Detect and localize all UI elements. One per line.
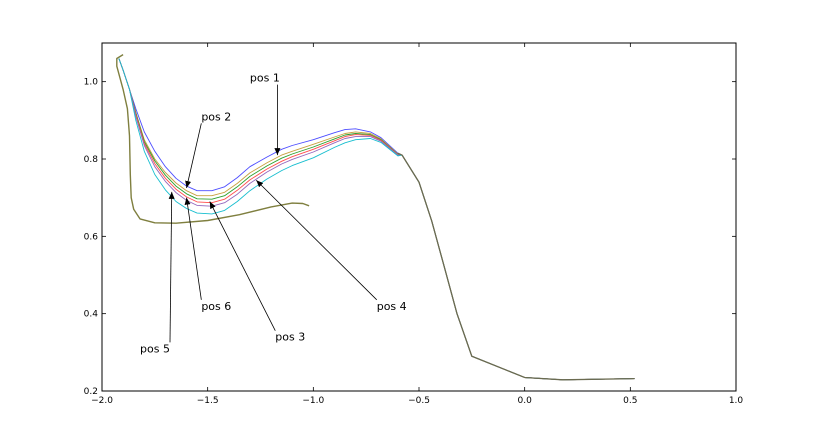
- x-tick-label: −2.0: [91, 396, 113, 406]
- y-tick-label: 0.4: [84, 310, 99, 320]
- annotation-label-1: pos 1: [250, 72, 280, 85]
- y-tick-label: 0.8: [84, 155, 99, 165]
- x-tick-label: −0.5: [408, 396, 430, 406]
- annotation-arrow-2: [185, 123, 202, 189]
- x-tick-label: 0.5: [623, 396, 637, 406]
- annotation-arrow-3: [209, 201, 276, 331]
- annotation-arrow-6: [184, 197, 202, 300]
- series-layer: [116, 54, 635, 381]
- x-tick-label: 1.0: [729, 396, 744, 406]
- y-tick-label: 0.6: [84, 232, 99, 242]
- y-tick-label: 1.0: [84, 78, 99, 88]
- x-tick-label: 0.0: [518, 396, 533, 406]
- annotation-arrow-5: [168, 191, 175, 343]
- plot-area: [101, 42, 737, 392]
- y-tick-label: 0.2: [84, 387, 98, 397]
- x-tick-label: −1.5: [197, 396, 219, 406]
- series-line-7: [116, 54, 310, 224]
- series-shared-tail: [397, 152, 635, 381]
- annotation-label-3: pos 3: [275, 331, 305, 344]
- annotation-arrow-4: [255, 179, 378, 301]
- x-tick-label: −1.0: [302, 396, 324, 406]
- annotation-label-6: pos 6: [201, 300, 231, 313]
- annotation-label-2: pos 2: [201, 110, 231, 123]
- annotation-label-5: pos 5: [140, 342, 170, 355]
- axis-layer: −2.0 −1.5 −1.0 −0.5 0.0 0.5 1.0 0.2 0.4 0.6 0.8 1.0: [84, 43, 744, 406]
- annotation-label-4: pos 4: [377, 300, 407, 313]
- annotation-layer: pos 1 pos 2 pos 3 pos 4 pos 5 pos 6: [140, 72, 407, 356]
